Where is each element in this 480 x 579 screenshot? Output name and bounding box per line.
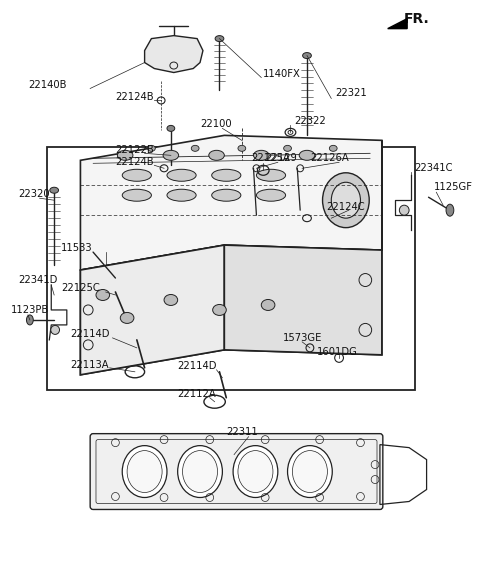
Text: 22112A: 22112A	[178, 389, 216, 399]
Ellipse shape	[96, 290, 109, 301]
Ellipse shape	[261, 299, 275, 310]
Ellipse shape	[26, 315, 33, 325]
Text: 22124B: 22124B	[115, 157, 154, 167]
Ellipse shape	[329, 145, 337, 151]
Ellipse shape	[299, 151, 315, 160]
Polygon shape	[144, 36, 203, 72]
Ellipse shape	[233, 446, 278, 497]
Text: 22114D: 22114D	[71, 329, 110, 339]
Ellipse shape	[292, 450, 327, 493]
Ellipse shape	[122, 169, 151, 181]
Ellipse shape	[191, 145, 199, 151]
Polygon shape	[81, 245, 382, 375]
Polygon shape	[224, 140, 382, 355]
Text: 22341D: 22341D	[18, 275, 58, 285]
Ellipse shape	[302, 53, 312, 58]
Ellipse shape	[127, 450, 162, 493]
Ellipse shape	[284, 145, 291, 151]
Text: 22321: 22321	[335, 89, 367, 98]
Text: 22129: 22129	[265, 153, 297, 163]
Ellipse shape	[209, 151, 224, 160]
Text: 22124C: 22124C	[326, 202, 365, 212]
Text: 22100: 22100	[200, 119, 232, 129]
Text: 22126A: 22126A	[310, 153, 348, 163]
Text: 1601DG: 1601DG	[317, 347, 358, 357]
Polygon shape	[81, 135, 382, 270]
Ellipse shape	[256, 189, 286, 201]
Ellipse shape	[323, 173, 369, 228]
Text: 22124B: 22124B	[115, 93, 154, 102]
Text: 22125C: 22125C	[61, 283, 100, 293]
Ellipse shape	[213, 305, 226, 316]
FancyBboxPatch shape	[90, 434, 383, 510]
Text: FR.: FR.	[404, 12, 430, 25]
Ellipse shape	[215, 36, 224, 42]
Polygon shape	[388, 19, 407, 28]
Ellipse shape	[238, 145, 246, 151]
Text: 11533: 11533	[61, 243, 93, 253]
Ellipse shape	[167, 189, 196, 201]
Text: 1573GE: 1573GE	[283, 333, 322, 343]
Text: 22320: 22320	[18, 189, 50, 199]
Text: 22322: 22322	[294, 116, 326, 126]
Text: 22140B: 22140B	[28, 80, 66, 90]
Ellipse shape	[50, 187, 59, 193]
Ellipse shape	[167, 169, 196, 181]
Ellipse shape	[120, 313, 134, 324]
Ellipse shape	[253, 151, 269, 160]
Ellipse shape	[51, 325, 60, 335]
Text: 22122B: 22122B	[115, 145, 154, 155]
Ellipse shape	[182, 450, 217, 493]
Text: 22113A: 22113A	[71, 360, 109, 370]
Polygon shape	[81, 245, 224, 375]
Ellipse shape	[122, 446, 167, 497]
Ellipse shape	[178, 446, 222, 497]
Ellipse shape	[163, 151, 179, 160]
Text: 22311: 22311	[226, 427, 258, 437]
Text: 22341C: 22341C	[414, 163, 453, 173]
Ellipse shape	[147, 145, 156, 151]
Ellipse shape	[399, 205, 409, 215]
Ellipse shape	[212, 189, 241, 201]
Ellipse shape	[167, 126, 175, 131]
Text: 1140FX: 1140FX	[263, 68, 301, 79]
Ellipse shape	[122, 189, 151, 201]
Text: 1125GF: 1125GF	[433, 182, 472, 192]
Text: 22114D: 22114D	[178, 361, 217, 371]
Ellipse shape	[238, 450, 273, 493]
Ellipse shape	[164, 295, 178, 306]
Ellipse shape	[331, 182, 360, 218]
Ellipse shape	[256, 169, 286, 181]
Ellipse shape	[288, 446, 332, 497]
Ellipse shape	[446, 204, 454, 216]
Text: 22125A: 22125A	[252, 153, 290, 163]
Ellipse shape	[212, 169, 241, 181]
Text: 1123PB: 1123PB	[11, 305, 48, 315]
Bar	[48, 147, 415, 390]
Ellipse shape	[118, 151, 133, 160]
